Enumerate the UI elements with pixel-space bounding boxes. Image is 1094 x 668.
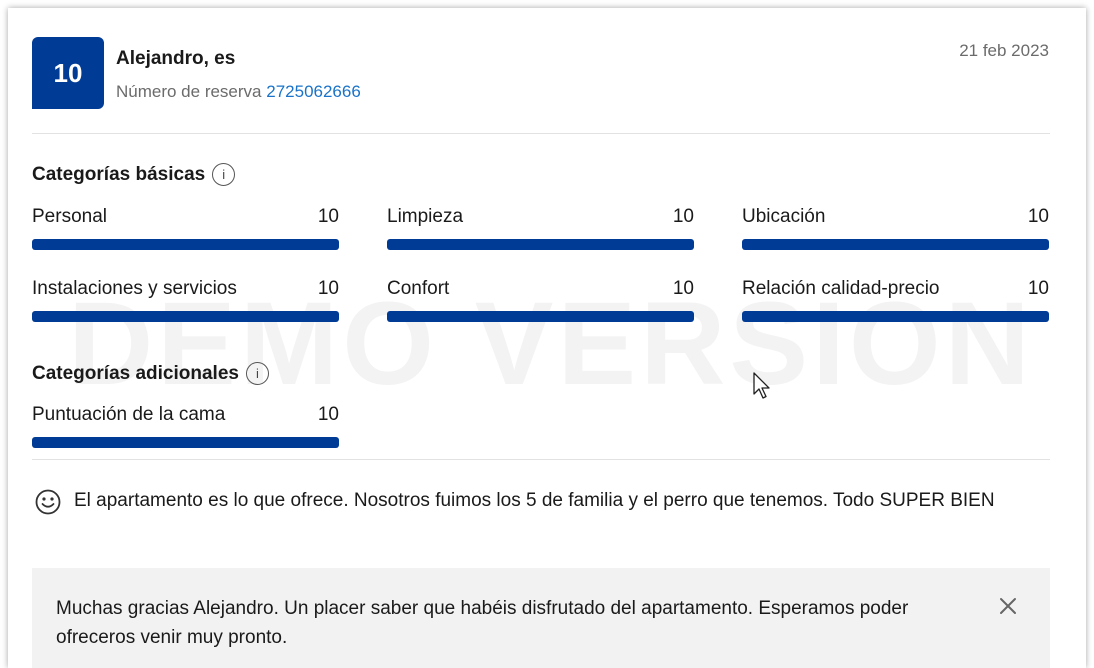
booking-number-link[interactable]: 2725062666 [266, 82, 361, 101]
score-bar [32, 239, 339, 250]
category-confort: Confort 10 [387, 278, 694, 322]
category-score: 10 [317, 206, 339, 227]
score-bar-fill [387, 239, 694, 250]
score-bar [32, 437, 339, 448]
category-score: 10 [317, 404, 339, 425]
category-label: Confort [387, 278, 450, 299]
basic-categories-title-text: Categorías básicas [32, 163, 206, 185]
additional-categories-title-text: Categorías adicionales [32, 362, 239, 384]
category-label: Ubicación [742, 206, 826, 227]
score-bar [387, 311, 694, 322]
basic-categories-title: Categorías básicas i [32, 163, 236, 186]
category-score: 10 [672, 278, 694, 299]
category-label: Relación calidad-precio [742, 278, 940, 299]
score-bar-fill [32, 239, 339, 250]
category-label: Limpieza [387, 206, 464, 227]
score-badge: 10 [32, 37, 104, 109]
category-label: Instalaciones y servicios [32, 278, 237, 299]
reply-text: Muchas gracias Alejandro. Un placer sabe… [56, 598, 909, 648]
booking-label: Número de reserva [116, 82, 262, 101]
score-bar-fill [742, 239, 1049, 250]
additional-categories-title: Categorías adicionales i [32, 362, 269, 385]
category-puntuacion-cama: Puntuación de la cama 10 [32, 404, 339, 448]
score-bar [32, 311, 339, 322]
category-label: Puntuación de la cama [32, 404, 226, 425]
info-icon[interactable]: i [212, 163, 236, 186]
category-label: Personal [32, 206, 107, 227]
review-card: DEMO VERSION 10 Alejandro, es Número de … [8, 8, 1086, 668]
info-icon[interactable]: i [245, 362, 269, 385]
booking-info: Número de reserva 2725062666 [116, 82, 361, 102]
close-icon[interactable] [996, 594, 1020, 618]
mouse-cursor-icon [753, 372, 770, 399]
score-bar [742, 239, 1049, 250]
score-bar-fill [32, 437, 339, 448]
comment-text: El apartamento es lo que ofrece. Nosotro… [74, 490, 995, 511]
review-comment: El apartamento es lo que ofrece. Nosotro… [34, 486, 1034, 516]
property-reply: Muchas gracias Alejandro. Un placer sabe… [32, 568, 1050, 668]
score-bar [387, 239, 694, 250]
category-personal: Personal 10 [32, 206, 339, 250]
score-bar-fill [742, 311, 1049, 322]
category-score: 10 [1027, 278, 1049, 299]
score-bar-fill [32, 311, 339, 322]
category-score: 10 [1027, 206, 1049, 227]
reviewer-name: Alejandro, es [116, 48, 236, 69]
review-date: 21 feb 2023 [959, 41, 1049, 60]
divider [32, 133, 1050, 134]
score-bar-fill [387, 311, 694, 322]
category-relacion-calidad-precio: Relación calidad-precio 10 [742, 278, 1049, 322]
category-instalaciones: Instalaciones y servicios 10 [32, 278, 339, 322]
category-ubicacion: Ubicación 10 [742, 206, 1049, 250]
divider [32, 459, 1050, 460]
category-score: 10 [672, 206, 694, 227]
smiley-icon [35, 489, 61, 515]
category-limpieza: Limpieza 10 [387, 206, 694, 250]
category-score: 10 [317, 278, 339, 299]
score-bar [742, 311, 1049, 322]
